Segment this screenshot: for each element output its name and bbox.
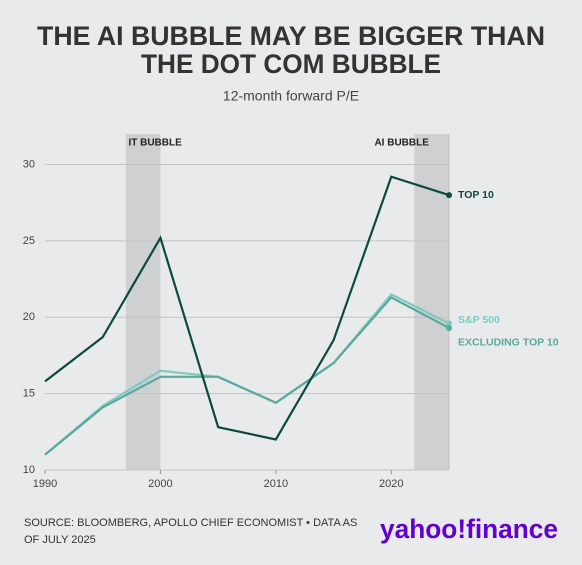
series-label: EXCLUDING TOP 10 (458, 337, 559, 349)
region-label: AI BUBBLE (374, 138, 429, 149)
region-label: IT BUBBLE (128, 138, 182, 149)
chart-title: THE AI BUBBLE MAY BE BIGGER THAN (37, 21, 545, 51)
chart-subtitle: 12-month forward P/E (223, 88, 359, 104)
x-tick-label: 1990 (33, 478, 57, 490)
shaded-region (414, 134, 449, 470)
y-tick-label: 15 (23, 388, 35, 400)
y-tick-label: 10 (23, 464, 35, 476)
x-tick-label: 2010 (264, 478, 288, 490)
source-note: OF JULY 2025 (24, 534, 96, 546)
y-tick-label: 30 (23, 158, 35, 170)
end-dot (446, 192, 452, 199)
end-dot (446, 324, 452, 331)
end-dot (446, 320, 452, 327)
line-series (44, 175, 450, 441)
series-label: S&P 500 (458, 314, 500, 326)
y-tick-label: 25 (23, 235, 35, 247)
line-series (44, 292, 450, 456)
line-series (44, 296, 450, 456)
chart-title: THE DOT COM BUBBLE (141, 49, 441, 79)
y-tick-label: 20 (23, 311, 35, 323)
x-tick-label: 2020 (379, 478, 403, 490)
series-label: TOP 10 (458, 189, 494, 201)
shaded-region (125, 134, 161, 470)
x-tick-label: 2000 (148, 478, 172, 490)
logo: yahoo!finance (380, 514, 558, 544)
source-note: SOURCE: BLOOMBERG, APOLLO CHIEF ECONOMIS… (24, 517, 357, 529)
